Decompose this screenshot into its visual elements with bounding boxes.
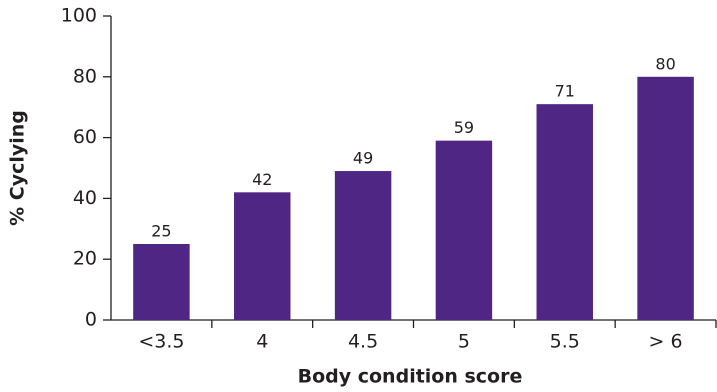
y-tick-label: 40 (73, 187, 97, 209)
y-tick-label: 0 (85, 309, 97, 331)
x-tick-label: 5 (458, 331, 470, 353)
x-tick-label: > 6 (649, 331, 683, 353)
y-tick-label: 100 (61, 5, 97, 27)
y-tick-label: 80 (73, 65, 97, 87)
bar (334, 171, 392, 320)
value-label: 42 (252, 170, 272, 189)
y-axis-title: % Cyclying (7, 110, 29, 226)
y-tick-label: 60 (73, 126, 97, 148)
bar (637, 76, 694, 320)
bar (234, 192, 291, 320)
value-label: 71 (555, 82, 575, 101)
x-tick-label: 4 (256, 331, 268, 353)
x-tick-label: 4.5 (348, 331, 378, 353)
bar (435, 140, 493, 320)
value-label: 49 (353, 149, 373, 168)
y-tick-label: 20 (73, 248, 97, 270)
bar (536, 104, 593, 320)
value-label: 80 (655, 54, 675, 73)
x-tick-label: 5.5 (550, 331, 580, 353)
bar (133, 244, 190, 320)
value-label: 25 (151, 222, 171, 241)
value-label: 59 (454, 118, 474, 137)
x-tick-label: <3.5 (138, 331, 184, 353)
x-axis-title: Body condition score (298, 366, 523, 388)
